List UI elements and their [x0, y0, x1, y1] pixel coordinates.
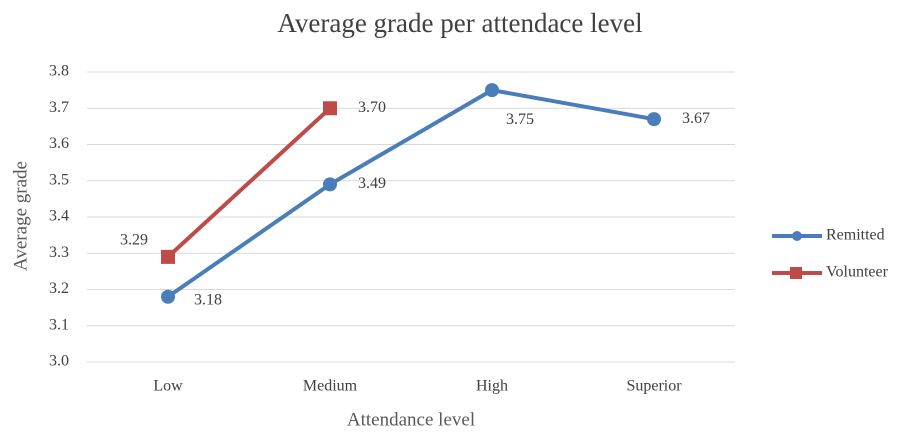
x-tick-label: High [476, 378, 508, 395]
marker [323, 177, 337, 192]
x-axis-title: Attendance level [347, 409, 475, 430]
x-tick-label: Medium [303, 378, 358, 395]
x-tick-label: Superior [626, 378, 682, 395]
data-label: 3.75 [506, 111, 534, 128]
y-tick-label: 3.8 [49, 63, 69, 80]
data-label: 3.67 [682, 110, 710, 127]
marker [161, 289, 175, 304]
legend-label: Remitted [826, 227, 885, 244]
data-label: 3.18 [194, 291, 222, 308]
legend-marker [790, 267, 802, 279]
series-line [166, 88, 655, 299]
legend-label: Volunteer [826, 264, 889, 281]
y-tick-label: 3.3 [49, 244, 69, 261]
x-tick-label: Low [153, 378, 183, 395]
legend-marker [792, 231, 802, 241]
marker [323, 101, 337, 116]
marker [161, 249, 175, 264]
chart-title: Average grade per attendace level [277, 8, 642, 38]
y-tick-label: 3.1 [49, 316, 69, 333]
y-tick-label: 3.5 [49, 171, 69, 188]
y-tick-label: 3.4 [49, 208, 69, 225]
y-tick-label: 3.7 [49, 99, 69, 116]
data-label: 3.29 [120, 232, 148, 249]
y-axis-title: Average grade [10, 161, 31, 271]
data-label: 3.70 [358, 99, 386, 116]
series-line [166, 106, 332, 259]
marker [647, 112, 661, 127]
marker [485, 83, 499, 98]
y-tick-label: 3.0 [49, 353, 69, 370]
y-tick-label: 3.6 [49, 135, 69, 152]
data-label: 3.49 [358, 175, 386, 192]
y-tick-label: 3.2 [49, 280, 69, 297]
